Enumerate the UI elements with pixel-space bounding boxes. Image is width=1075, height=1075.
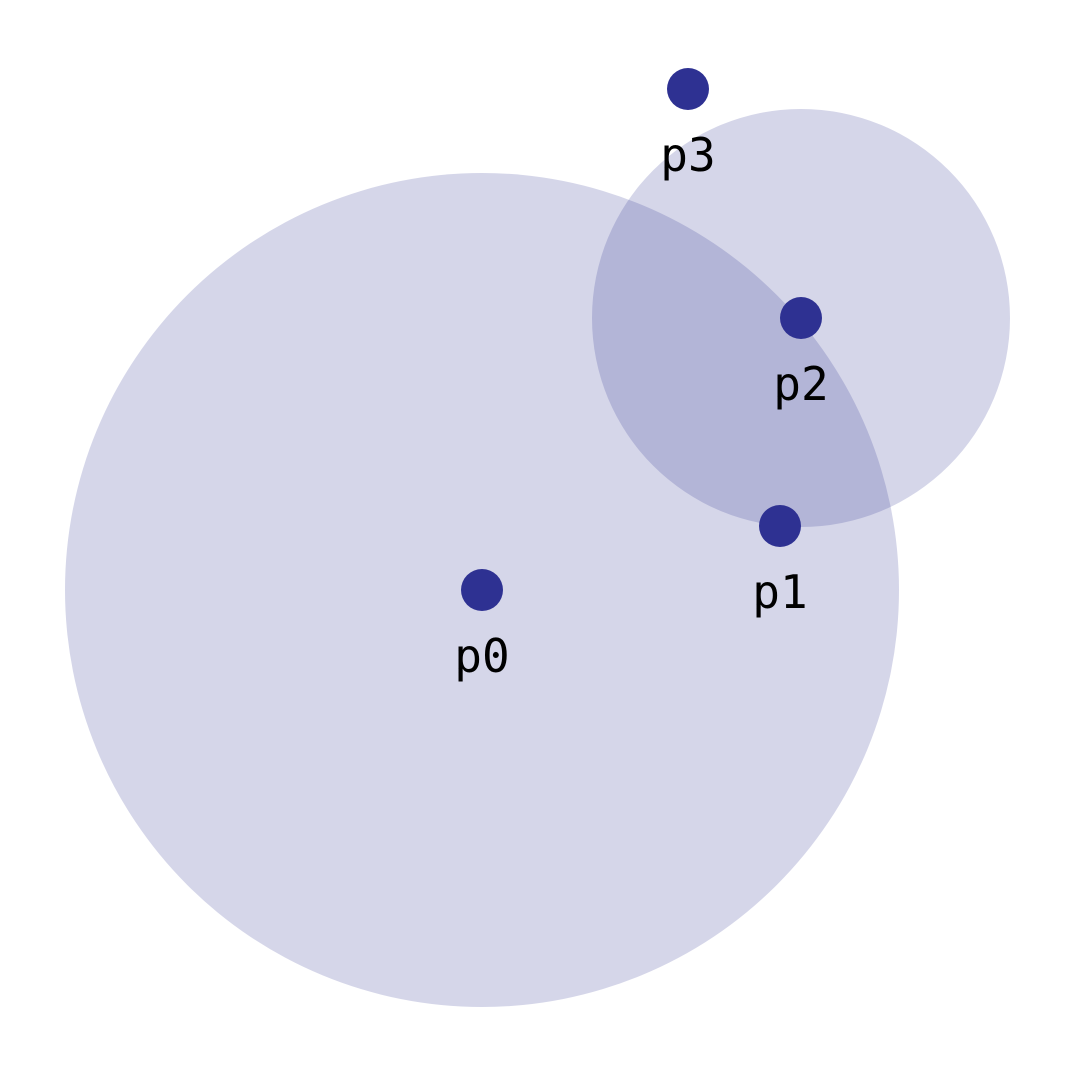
point-label-p2: p2 <box>773 357 828 411</box>
point-label-p1: p1 <box>752 565 807 619</box>
point-p3 <box>667 68 709 110</box>
point-p0 <box>461 569 503 611</box>
point-label-p0: p0 <box>454 629 509 683</box>
point-label-p3: p3 <box>660 128 715 182</box>
point-p2 <box>780 297 822 339</box>
point-p1 <box>759 505 801 547</box>
